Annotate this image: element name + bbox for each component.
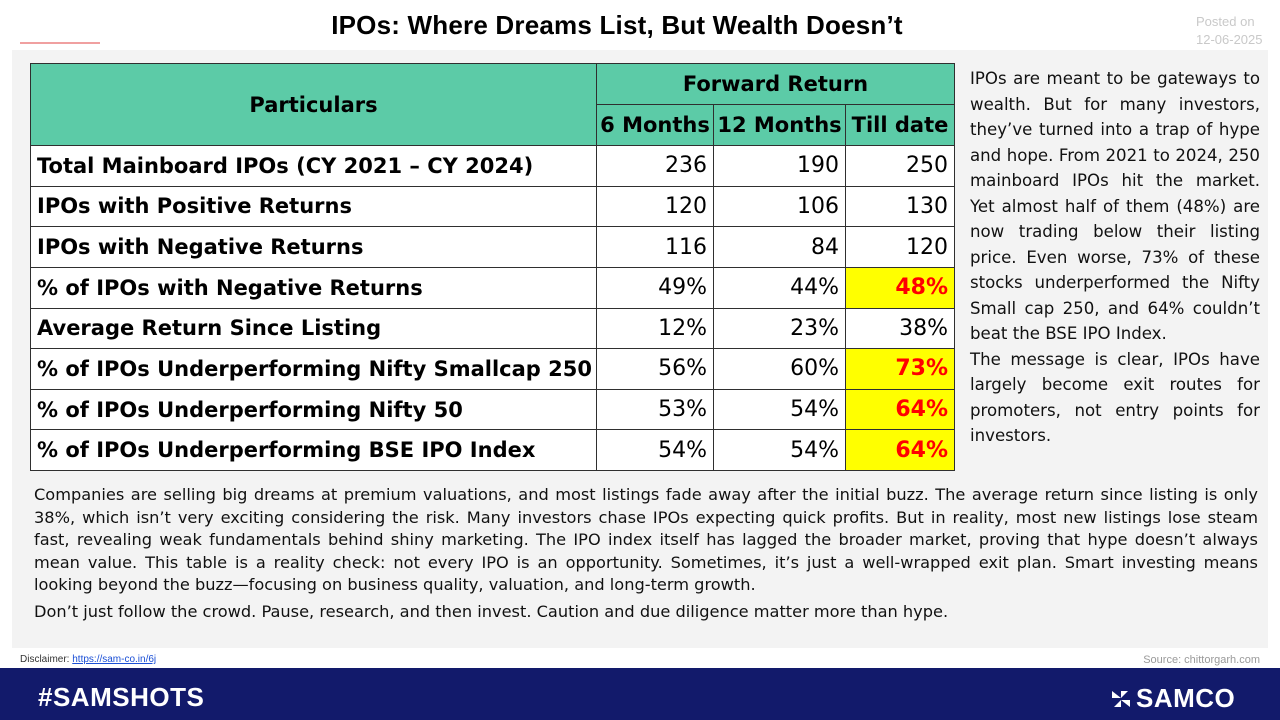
ipo-returns-table: Particulars Forward Return 6 Months 12 M… — [30, 63, 956, 471]
disclaimer-link[interactable]: https://sam-co.in/6j — [72, 654, 157, 665]
column-header-6-months: 6 Months — [596, 104, 714, 146]
row-label: IPOs with Positive Returns — [30, 185, 597, 228]
brand-logo: SAMCO — [1110, 683, 1235, 714]
posted-date: 12-06-2025 — [1196, 32, 1263, 47]
cell-till-date-highlighted: 64% — [844, 429, 956, 471]
cell-6-months: 120 — [596, 185, 714, 228]
side-commentary: IPOs are meant to be gateways to wealth.… — [970, 66, 1260, 449]
hashtag-label: #SAMSHOTS — [38, 682, 205, 712]
particulars-header: Particulars — [30, 63, 597, 146]
side-paragraph-2: The message is clear, IPOs have largely … — [970, 349, 1260, 446]
cell-till-date: 130 — [844, 185, 956, 228]
posted-label: Posted on — [1196, 14, 1255, 29]
table-row: % of IPOs Underperforming Nifty 50 53% 5… — [30, 388, 956, 431]
cell-12-months: 84 — [713, 226, 846, 268]
cell-12-months: 106 — [713, 185, 846, 228]
bottom-paragraph-1: Companies are selling big dreams at prem… — [34, 485, 1258, 594]
posted-date-stamp: Posted on 12-06-2025 — [1196, 13, 1276, 49]
bottom-commentary: Companies are selling big dreams at prem… — [34, 484, 1258, 623]
cell-12-months: 60% — [713, 348, 846, 390]
cell-6-months: 54% — [596, 429, 714, 471]
cell-6-months: 49% — [596, 266, 714, 309]
row-label: IPOs with Negative Returns — [30, 226, 597, 268]
table-row: IPOs with Positive Returns 120 106 130 — [30, 185, 956, 228]
page-title: IPOs: Where Dreams List, But Wealth Does… — [331, 10, 903, 40]
row-label: % of IPOs Underperforming Nifty Smallcap… — [30, 348, 597, 390]
side-paragraph-1: IPOs are meant to be gateways to wealth.… — [970, 69, 1260, 343]
row-label: Total Mainboard IPOs (CY 2021 – CY 2024) — [30, 145, 597, 187]
cell-12-months: 54% — [713, 388, 846, 431]
column-header-12-months: 12 Months — [713, 104, 846, 146]
brand-name: SAMCO — [1136, 683, 1236, 713]
row-label: % of IPOs Underperforming BSE IPO Index — [30, 429, 597, 471]
disclaimer: Disclaimer: https://sam-co.in/6j — [20, 654, 156, 665]
table-row: % of IPOs with Negative Returns 49% 44% … — [30, 266, 956, 309]
column-header-till-date: Till date — [844, 104, 956, 146]
table-row: Average Return Since Listing 12% 23% 38% — [30, 307, 956, 350]
cell-12-months: 190 — [713, 145, 846, 187]
cell-6-months: 56% — [596, 348, 714, 390]
cell-6-months: 116 — [596, 226, 714, 268]
samco-logo-icon — [1112, 690, 1130, 707]
cell-6-months: 236 — [596, 145, 714, 187]
cell-6-months: 53% — [596, 388, 714, 431]
forward-return-header: Forward Return — [595, 63, 956, 105]
table-row: % of IPOs Underperforming BSE IPO Index … — [30, 429, 956, 471]
title-accent-line — [20, 42, 100, 44]
row-label: Average Return Since Listing — [30, 307, 597, 350]
row-label: % of IPOs with Negative Returns — [30, 266, 597, 309]
cell-12-months: 44% — [713, 266, 846, 309]
cell-till-date-highlighted: 73% — [844, 348, 956, 390]
cell-12-months: 23% — [713, 307, 846, 350]
cell-till-date-highlighted: 64% — [844, 388, 956, 431]
cell-6-months: 12% — [596, 307, 714, 350]
footer-bar — [0, 668, 1280, 720]
cell-till-date: 38% — [844, 307, 956, 350]
table-row: % of IPOs Underperforming Nifty Smallcap… — [30, 348, 956, 390]
table-row: Total Mainboard IPOs (CY 2021 – CY 2024)… — [30, 145, 956, 187]
cell-till-date: 120 — [844, 226, 956, 268]
bottom-paragraph-2: Don’t just follow the crowd. Pause, rese… — [34, 601, 949, 621]
disclaimer-label: Disclaimer: — [20, 654, 70, 665]
cell-till-date-highlighted: 48% — [844, 266, 956, 309]
cell-till-date: 250 — [844, 145, 956, 187]
source-note: Source: chittorgarh.com — [1143, 654, 1260, 666]
row-label: % of IPOs Underperforming Nifty 50 — [30, 388, 597, 431]
cell-12-months: 54% — [713, 429, 846, 471]
table-row: IPOs with Negative Returns 116 84 120 — [30, 226, 956, 268]
